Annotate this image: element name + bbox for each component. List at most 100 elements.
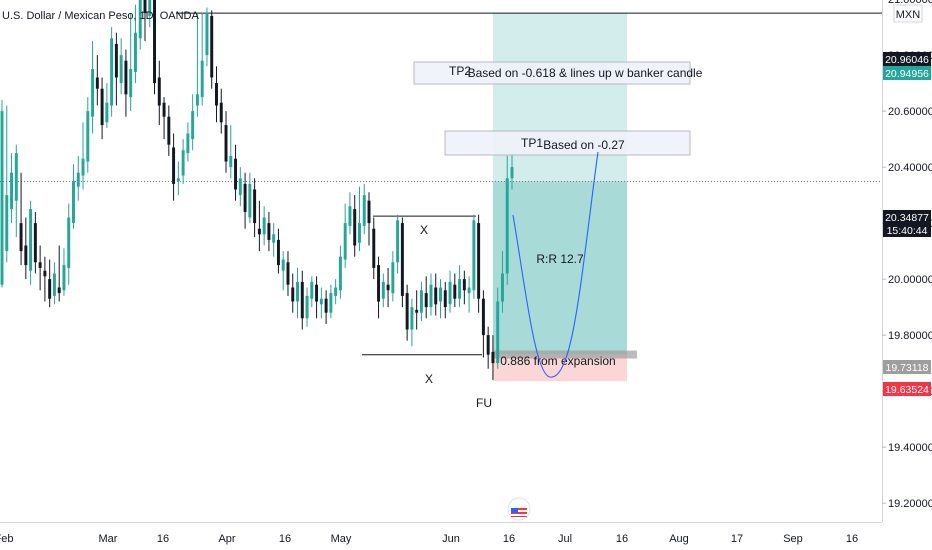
candle-body bbox=[38, 262, 42, 268]
y-tick-label: 19.40000 bbox=[888, 442, 932, 454]
tp1-label: TP1 bbox=[521, 136, 543, 150]
risk-reward-label: R:R 12.7 bbox=[536, 252, 584, 266]
y-tick-label: 20.40000 bbox=[888, 162, 932, 174]
x-tick-label: 16 bbox=[503, 533, 515, 545]
candle-body bbox=[176, 178, 180, 182]
tp1-note: Based on -0.27 bbox=[543, 138, 625, 152]
candle-body bbox=[377, 265, 381, 302]
candle-body bbox=[19, 223, 23, 252]
candle-body bbox=[195, 94, 199, 106]
tp2-note: Based on -0.618 & lines up w banker cand… bbox=[468, 66, 703, 80]
candle-body bbox=[129, 69, 133, 98]
candle-body bbox=[48, 279, 52, 299]
target-zone[interactable] bbox=[493, 13, 627, 182]
candle-body bbox=[215, 83, 218, 106]
candle-body bbox=[505, 178, 509, 274]
candle-body bbox=[200, 60, 204, 98]
candle-body bbox=[162, 102, 166, 117]
candle-body bbox=[114, 43, 118, 78]
candle-body bbox=[448, 281, 452, 305]
candle-body bbox=[172, 147, 176, 184]
candle-body bbox=[24, 245, 28, 266]
candle-body bbox=[238, 178, 242, 196]
candle-body bbox=[62, 265, 66, 291]
candle-body bbox=[133, 32, 137, 72]
candle-body bbox=[219, 102, 223, 123]
candle-body bbox=[443, 290, 447, 308]
candle-body bbox=[362, 195, 366, 226]
currency-label: MXN bbox=[896, 9, 921, 21]
price-tag bbox=[883, 223, 931, 237]
candle-body bbox=[100, 88, 104, 126]
candle-body bbox=[157, 77, 161, 106]
x-tick-label: Mar bbox=[99, 533, 118, 545]
price-tag-label: 15:40:44 bbox=[887, 225, 928, 237]
candle-body bbox=[434, 287, 438, 305]
candle-body bbox=[14, 153, 18, 201]
candle-body bbox=[43, 270, 47, 277]
candle-body bbox=[419, 290, 423, 313]
candle-body bbox=[291, 287, 295, 302]
tp2-label: TP2 bbox=[449, 64, 471, 78]
candle-body bbox=[467, 287, 471, 294]
candle-body bbox=[119, 55, 123, 84]
plot-area[interactable] bbox=[0, 0, 882, 522]
x-tick-label: 16 bbox=[846, 533, 858, 545]
currency-badge[interactable] bbox=[893, 4, 923, 23]
x-tick-label: Jul bbox=[558, 533, 572, 545]
candle-body bbox=[205, 13, 209, 56]
price-axis-bg bbox=[882, 0, 932, 550]
horizontal-levels[interactable] bbox=[0, 12, 882, 356]
candle-body bbox=[257, 228, 261, 235]
tp1-box[interactable] bbox=[444, 130, 691, 156]
profit-zone[interactable] bbox=[493, 181, 627, 355]
candle-body bbox=[10, 172, 14, 210]
candle-body bbox=[453, 284, 457, 299]
candle-body bbox=[324, 298, 328, 313]
price-axis[interactable]: 21.0000020.8000020.6000020.4000020.20000… bbox=[882, 0, 932, 550]
candle-body bbox=[286, 262, 290, 285]
support-band[interactable] bbox=[493, 350, 637, 359]
x-tick-label: May bbox=[331, 533, 352, 545]
candle-body bbox=[5, 195, 9, 252]
candle-body bbox=[86, 111, 90, 162]
price-tag-label: 19.63524 bbox=[885, 384, 929, 396]
candle-body bbox=[372, 228, 376, 268]
candle-body bbox=[319, 298, 323, 305]
symbol-title: U.S. Dollar / Mexican Peso, 1D, OANDA bbox=[2, 10, 200, 22]
x-tick-label: Apr bbox=[218, 533, 235, 545]
candle-body bbox=[486, 335, 490, 355]
range-bottom-x-label: X bbox=[425, 372, 433, 386]
price-tag bbox=[883, 360, 931, 374]
tp2-box[interactable] bbox=[413, 61, 691, 85]
candle-body bbox=[272, 234, 276, 243]
candle-body bbox=[105, 102, 109, 123]
candle-body bbox=[153, 0, 157, 84]
candle-body bbox=[253, 189, 257, 224]
candle-body bbox=[0, 111, 4, 285]
y-tick-label: 20.60000 bbox=[888, 106, 932, 118]
projected-path-curve[interactable] bbox=[512, 151, 599, 378]
x-tick-label: 16 bbox=[616, 533, 628, 545]
time-axis[interactable]: Feb Mar 16 Apr 16 May Jun 16 Jul 16 Aug 17 Sep 16 bbox=[0, 522, 882, 546]
candle-body bbox=[343, 223, 347, 260]
candle-body bbox=[281, 259, 285, 271]
candle-body bbox=[424, 293, 428, 308]
candle-body bbox=[415, 309, 419, 313]
x-tick-label: Feb bbox=[0, 533, 13, 545]
candle-body bbox=[381, 281, 385, 299]
candle-body bbox=[52, 273, 56, 296]
price-tag bbox=[883, 66, 931, 80]
candle-body bbox=[234, 158, 238, 190]
price-tag bbox=[883, 210, 931, 224]
economic-event-icon[interactable] bbox=[507, 497, 531, 521]
candle-body bbox=[186, 133, 190, 154]
candle-body bbox=[248, 183, 252, 218]
candle-body bbox=[367, 200, 371, 224]
x-tick-label: Jun bbox=[442, 533, 460, 545]
x-tick-label: 16 bbox=[279, 533, 291, 545]
candle-body bbox=[310, 281, 314, 299]
stop-zone[interactable] bbox=[493, 354, 627, 382]
